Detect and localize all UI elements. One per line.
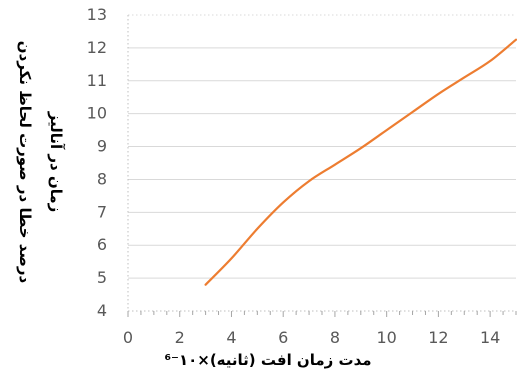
y-tick-label: 5 <box>97 268 107 287</box>
x-tick-label: 14 <box>480 328 500 347</box>
y-tick-labels: 4 5 6 7 8 9 10 11 12 13 <box>87 5 107 320</box>
y-tick-label: 11 <box>87 71 107 90</box>
y-tick-label: 9 <box>97 137 107 156</box>
y-tick-label: 10 <box>87 104 107 123</box>
x-tick-label: 6 <box>278 328 288 347</box>
grid-lines <box>128 14 516 279</box>
x-tick-label: 10 <box>376 328 396 347</box>
y-tick-label: 7 <box>97 202 107 221</box>
series-group <box>204 38 517 286</box>
y-axis-title-line2: زمان در آنالیز <box>47 111 65 213</box>
x-tick-labels: 0 2 4 6 8 10 12 14 <box>123 328 500 347</box>
y-tick-label: 13 <box>87 5 107 24</box>
x-tick-label: 2 <box>175 328 185 347</box>
y-axis-title-line1: درصد خطا در صورت لحاظ نکردن <box>16 41 34 284</box>
y-tick-label: 4 <box>97 301 107 320</box>
y-tick-label: 8 <box>97 169 107 188</box>
y-tick-label: 12 <box>87 38 107 57</box>
x-tick-label: 12 <box>428 328 448 347</box>
x-tick-label: 4 <box>226 328 236 347</box>
axes <box>127 15 517 317</box>
x-axis-title: مدت زمان افت (ثانیه)×۱۰⁻⁶ <box>164 351 371 369</box>
x-tick-label: 8 <box>330 328 340 347</box>
series-line <box>204 38 517 286</box>
x-tick-label: 0 <box>123 328 133 347</box>
y-tick-label: 6 <box>97 235 107 254</box>
